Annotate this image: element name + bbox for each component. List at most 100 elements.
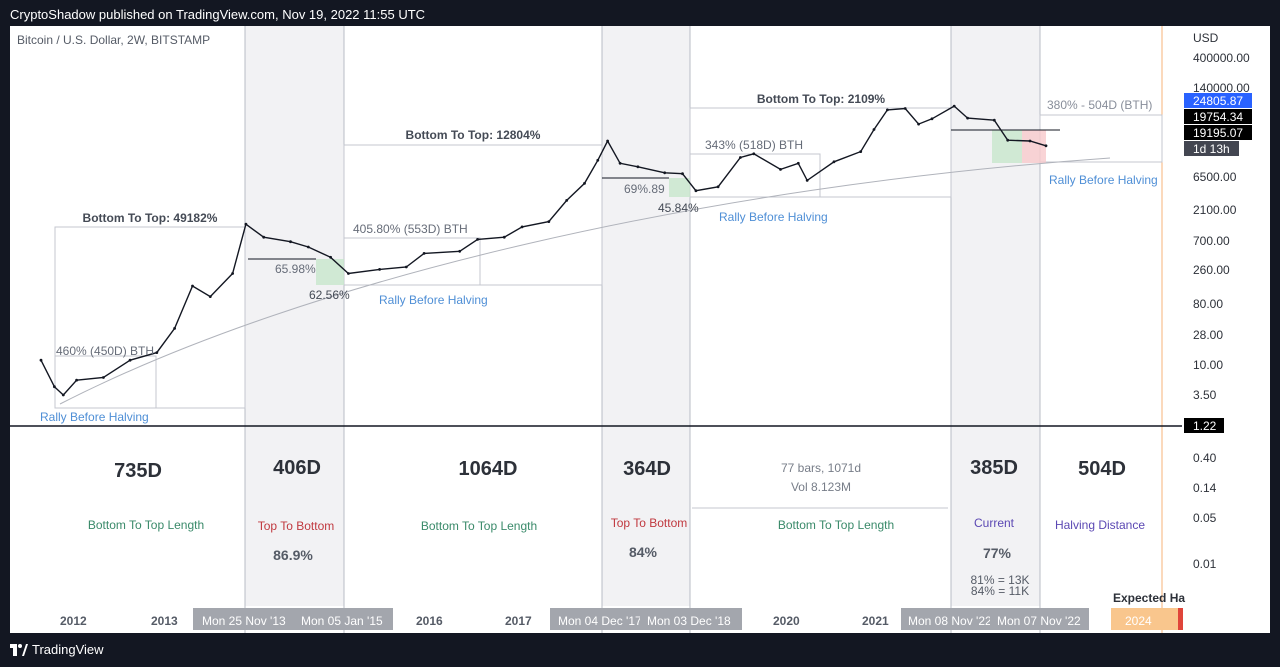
top-label-2: Bottom To Top: 12804% [406,128,541,142]
price-point-35 [739,156,742,159]
length-7: 504D [1078,458,1126,480]
xtick-2020: 2020 [773,614,800,628]
price-layer [39,104,1048,397]
price-point-15 [329,255,332,259]
axis-currency: USD [1193,31,1219,45]
price-point-44 [903,107,907,110]
length-label-2: Top To Bottom [258,519,335,533]
power-law-curve [59,157,1111,405]
top-label-1: Bottom To Top: 49182% [83,211,218,225]
top-label-3: Bottom To Top: 2109% [757,92,886,106]
length-4: 364D [623,458,671,480]
retrace-label-1b: 62.56% [309,288,350,302]
price-point-40 [832,160,836,164]
note-84: 84% = 11K [971,584,1029,598]
retrace-label-2a: 69%.89 [624,182,665,196]
time-axis: 2012 2013 2016 2017 2020 2021 [60,614,889,628]
length-3: 1064D [459,458,518,480]
retrace-zone-2019 [669,178,690,197]
price-label-black-2-bg [1184,125,1252,140]
date-chip-4: Mon 03 Dec '18 [647,614,731,628]
ytick-3.5: 3.50 [1193,388,1217,402]
price-line [40,105,1047,396]
tradingview-logo-icon[interactable] [10,642,28,658]
price-point-24 [547,220,551,224]
price-point-32 [681,172,684,176]
length-label-7: Halving Distance [1055,518,1145,532]
divider-label: 1.22 [1193,419,1217,433]
annotation-labels: Bottom To Top: 49182% Bottom To Top: 128… [40,92,1158,424]
price-point-39 [805,179,809,182]
price-point-6 [155,351,159,354]
price-point-21 [476,238,479,241]
rally-before-halving-4: Rally Before Halving [1049,173,1158,187]
price-point-5 [128,358,132,362]
price-point-0 [39,358,43,362]
retrace-zone-2022-green [992,130,1022,163]
tradingview-brand[interactable]: TradingView [32,642,104,657]
xtick-2016: 2016 [416,614,443,628]
date-chip-3: Mon 04 Dec '17 [558,614,642,628]
length-6: 385D [970,457,1018,479]
length-label-1: Bottom To Top Length [88,518,204,532]
price-point-50 [1006,138,1010,142]
price-point-29 [618,161,622,165]
price-point-30 [636,165,640,169]
price-point-23 [520,225,524,229]
price-label-blue: 24805.87 [1193,94,1243,108]
length-label-3: Bottom To Top Length [421,519,537,533]
xtick-2021: 2021 [862,614,889,628]
price-point-7 [173,327,177,330]
price-point-51 [1028,139,1032,143]
retrace-zone-2022-red [1022,130,1046,163]
divider-label-bg [1184,418,1224,433]
drawdown-6: 77% [983,545,1012,561]
ytick-400000: 400000.00 [1193,51,1250,65]
retrace-zone-2015 [316,259,344,285]
rally-label-3: 343% (518D) BTH [705,138,803,152]
bear-zone-2018 [602,26,690,606]
drawdown-4: 84% [629,544,658,560]
date-chip-2: Mon 05 Jan '15 [301,614,383,628]
price-point-20 [458,249,462,253]
length-label-4: Top To Bottom [611,516,688,530]
length-2: 406D [273,457,321,479]
rally-before-halving-1: Rally Before Halving [40,410,149,424]
ytick-28: 28.00 [1193,328,1223,342]
price-point-43 [886,108,889,112]
expected-halving-date: 2024 [1125,614,1152,628]
price-point-46 [930,117,934,121]
ytick-0.01: 0.01 [1193,557,1217,571]
rally-label-2: 405.80% (553D) BTH [353,222,468,236]
price-point-47 [952,104,956,108]
publisher-line: CryptoShadow published on TradingView.co… [10,7,426,22]
top-level-lines [248,129,1060,260]
price-label-blue-bg [1184,93,1252,108]
price-point-52 [1044,144,1048,148]
countdown-label: 1d 13h [1193,142,1230,156]
price-point-2 [61,393,65,397]
price-point-1 [53,385,56,389]
ytick-0.14: 0.14 [1193,481,1217,495]
price-labels: 24805.87 19754.34 19195.07 1d 13h 1.22 [1184,93,1252,433]
cycle-stats: 735D Bottom To Top Length 406D Top To Bo… [88,457,1146,598]
length-label-5: Bottom To Top Length [778,518,894,532]
price-axis: USD 400000.00 140000.00 6500.00 2100.00 … [1193,31,1250,571]
bars-info: 77 bars, 1071d [781,461,861,475]
price-point-22 [502,235,506,239]
date-chip-6: Mon 07 Nov '22 [997,614,1081,628]
chart-title: Bitcoin / U.S. Dollar, 2W, BITSTAMP [17,33,210,47]
price-point-12 [262,235,266,239]
price-point-9 [208,295,212,298]
price-point-8 [191,284,194,288]
note-81: 81% = 13K [970,573,1029,587]
date-chips: Mon 25 Nov '13 Mon 05 Jan '15 Mon 04 Dec… [193,591,1185,630]
ytick-260: 260.00 [1193,263,1230,277]
ytick-140000: 140000.00 [1193,81,1250,95]
footer: TradingView [0,634,1280,667]
price-point-36 [752,152,756,156]
xtick-2013: 2013 [151,614,178,628]
price-chart[interactable]: Bottom To Top: 49182% Bottom To Top: 128… [10,26,1270,633]
price-point-41 [859,150,863,153]
